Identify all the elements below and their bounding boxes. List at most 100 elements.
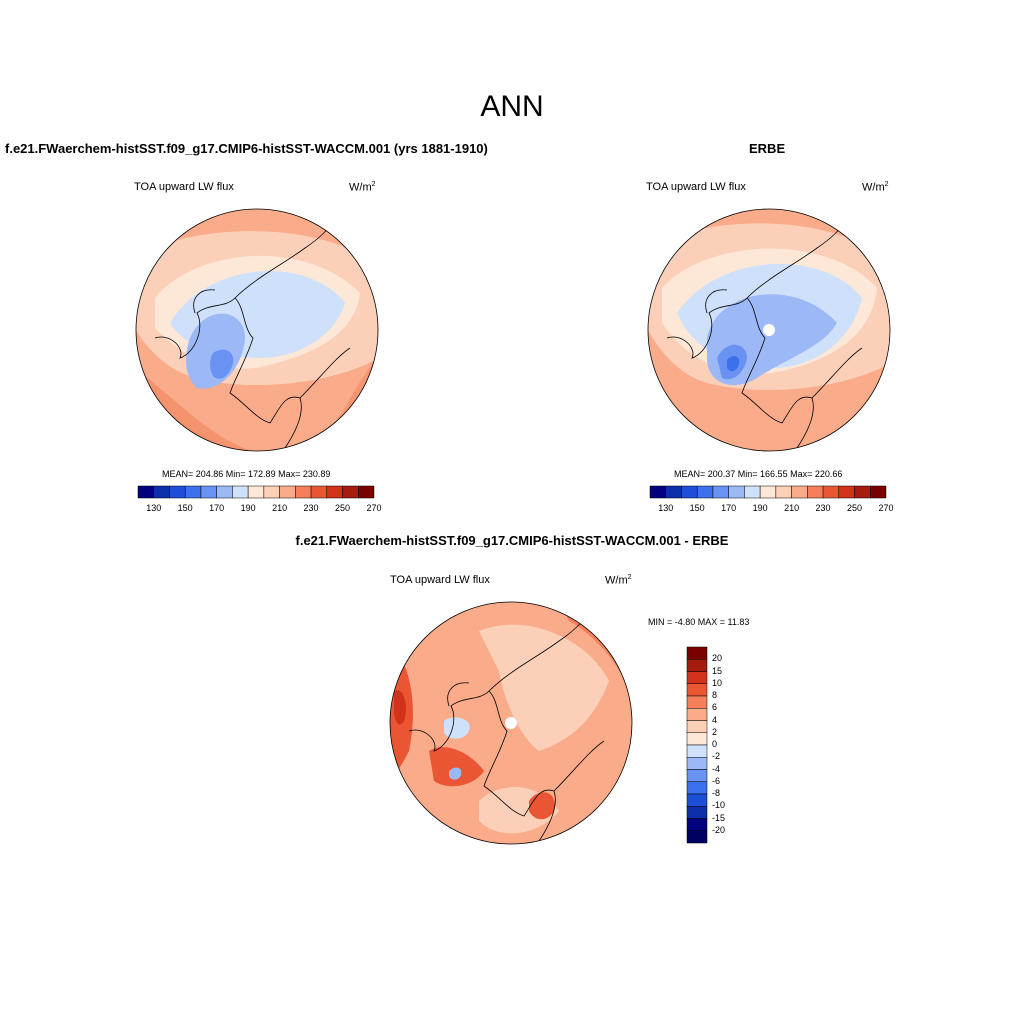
polar-map-diff (389, 601, 633, 845)
colorbar-swatch (649, 485, 666, 499)
colorbar-tick-label: 250 (335, 503, 351, 513)
colorbar-tick-label: 190 (752, 503, 768, 513)
colorbar-tick-label: 250 (847, 503, 863, 513)
colorbar-tick-label: 6 (712, 702, 718, 713)
map-obs-coastline (666, 217, 863, 449)
colorbar-swatch (153, 485, 170, 499)
colorbar-tick-label: 230 (815, 503, 831, 513)
colorbar-swatch (807, 485, 824, 499)
colorbar-tick-label: -8 (712, 788, 721, 798)
colorbar-tick-label: 210 (272, 503, 288, 513)
colorbar-swatch (279, 485, 296, 499)
colorbar-tick-label: -2 (712, 751, 721, 762)
colorbar-swatch (169, 485, 186, 499)
panel-obs-title: ERBE (749, 141, 786, 156)
colorbar-diff-labels: 20 15 10 8 6 4 2 0 -2 -4 -6 -8 -10 -15 -20 (710, 647, 750, 843)
panel-diff-units: W/m2 (605, 574, 632, 587)
colorbar-swatch (822, 485, 840, 499)
colorbar-swatch (870, 485, 887, 499)
colorbar-swatch (686, 646, 708, 660)
polar-map-obs (647, 208, 891, 452)
colorbar-tick-label: -15 (712, 812, 726, 823)
colorbar-swatch (686, 793, 708, 807)
colorbar-tick-label: 210 (784, 503, 800, 513)
map-model-coastline (154, 217, 351, 449)
colorbar-swatch (686, 781, 708, 795)
colorbar-swatch (838, 485, 855, 499)
colorbar-tick-label: 190 (240, 503, 256, 513)
colorbar-swatch (686, 695, 708, 709)
colorbar-swatch (247, 485, 265, 499)
colorbar-swatch (137, 485, 154, 499)
colorbar-tick-label: 270 (366, 503, 382, 513)
colorbar-swatch (326, 485, 343, 499)
colorbar-swatch (216, 485, 233, 499)
map-diff-zone-8b (429, 747, 484, 787)
colorbar-swatch (686, 744, 708, 758)
colorbar-swatch (686, 769, 708, 782)
colorbar-swatch (775, 485, 792, 499)
colorbar-swatch (686, 671, 708, 684)
panel-obs-stats: MEAN= 200.37 Min= 166.55 Max= 220.66 (674, 469, 843, 479)
colorbar-swatch (342, 485, 359, 499)
panel-model-title: f.e21.FWaerchem-histSST.f09_g17.CMIP6-hi… (5, 141, 488, 156)
panel-obs-variable: TOA upward LW flux (646, 181, 746, 193)
colorbar-swatch (184, 485, 202, 499)
colorbar-tick-label: 130 (146, 503, 162, 513)
colorbar-tick-label: 20 (712, 653, 723, 664)
colorbar-tick-label: 10 (712, 677, 723, 688)
map-diff-coastline (408, 610, 605, 842)
colorbar-tick-label: 2 (712, 726, 718, 737)
colorbar-swatch (295, 485, 312, 499)
colorbar-swatch (686, 683, 708, 697)
colorbar-swatch (696, 485, 714, 499)
colorbar-tick-label: -10 (712, 800, 726, 811)
colorbar-swatch (686, 720, 708, 733)
colorbar-swatch (310, 485, 328, 499)
colorbar-tick-label: 170 (209, 503, 225, 513)
colorbar-tick-label: 230 (303, 503, 319, 513)
colorbar-swatch (263, 485, 280, 499)
colorbar-swatch (358, 485, 375, 499)
colorbar-swatch (686, 806, 708, 819)
panel-model-variable: TOA upward LW flux (134, 181, 234, 193)
colorbar-model-labels: 130 150 170 190 210 230 250 270 (138, 503, 381, 515)
colorbar-swatch (200, 485, 217, 499)
colorbar-tick-label: 150 (689, 503, 705, 513)
map-obs-border (647, 208, 891, 452)
colorbar-tick-label: 170 (721, 503, 737, 513)
panel-model-stats: MEAN= 204.86 Min= 172.89 Max= 230.89 (162, 469, 331, 479)
colorbar-tick-label: 130 (658, 503, 674, 513)
colorbar-swatch (686, 708, 708, 721)
map-diff-zone-4 (479, 624, 609, 751)
colorbar-tick-label: 8 (712, 690, 718, 700)
colorbar-tick-label: -6 (712, 775, 721, 786)
map-diff-polar-gap (505, 717, 517, 729)
figure-title: ANN (480, 90, 544, 123)
map-diff-zone-8c (529, 792, 555, 820)
colorbar-tick-label: -4 (712, 763, 721, 774)
map-diff-border (389, 601, 633, 845)
colorbar-obs (649, 485, 887, 499)
colorbar-tick-label: 4 (712, 714, 718, 725)
colorbar-model (137, 485, 375, 499)
colorbar-swatch (686, 818, 708, 831)
map-model-zone-170 (210, 349, 234, 379)
colorbar-swatch (759, 485, 777, 499)
colorbar-swatch (712, 485, 729, 499)
colorbar-swatch (686, 732, 708, 746)
colorbar-obs-labels: 130 150 170 190 210 230 250 270 (650, 503, 893, 515)
colorbar-swatch (232, 485, 249, 499)
colorbar-tick-label: -20 (712, 824, 726, 835)
colorbar-swatch (686, 830, 708, 844)
map-model-border (135, 208, 379, 452)
colorbar-swatch (686, 757, 708, 770)
colorbar-swatch (728, 485, 745, 499)
panel-diff-title: f.e21.FWaerchem-histSST.f09_g17.CMIP6-hi… (295, 533, 729, 548)
polar-map-model (135, 208, 379, 452)
colorbar-tick-label: 150 (177, 503, 193, 513)
colorbar-diff (686, 646, 708, 844)
map-diff-zone-neg2 (449, 767, 462, 780)
colorbar-swatch (665, 485, 682, 499)
colorbar-swatch (791, 485, 808, 499)
